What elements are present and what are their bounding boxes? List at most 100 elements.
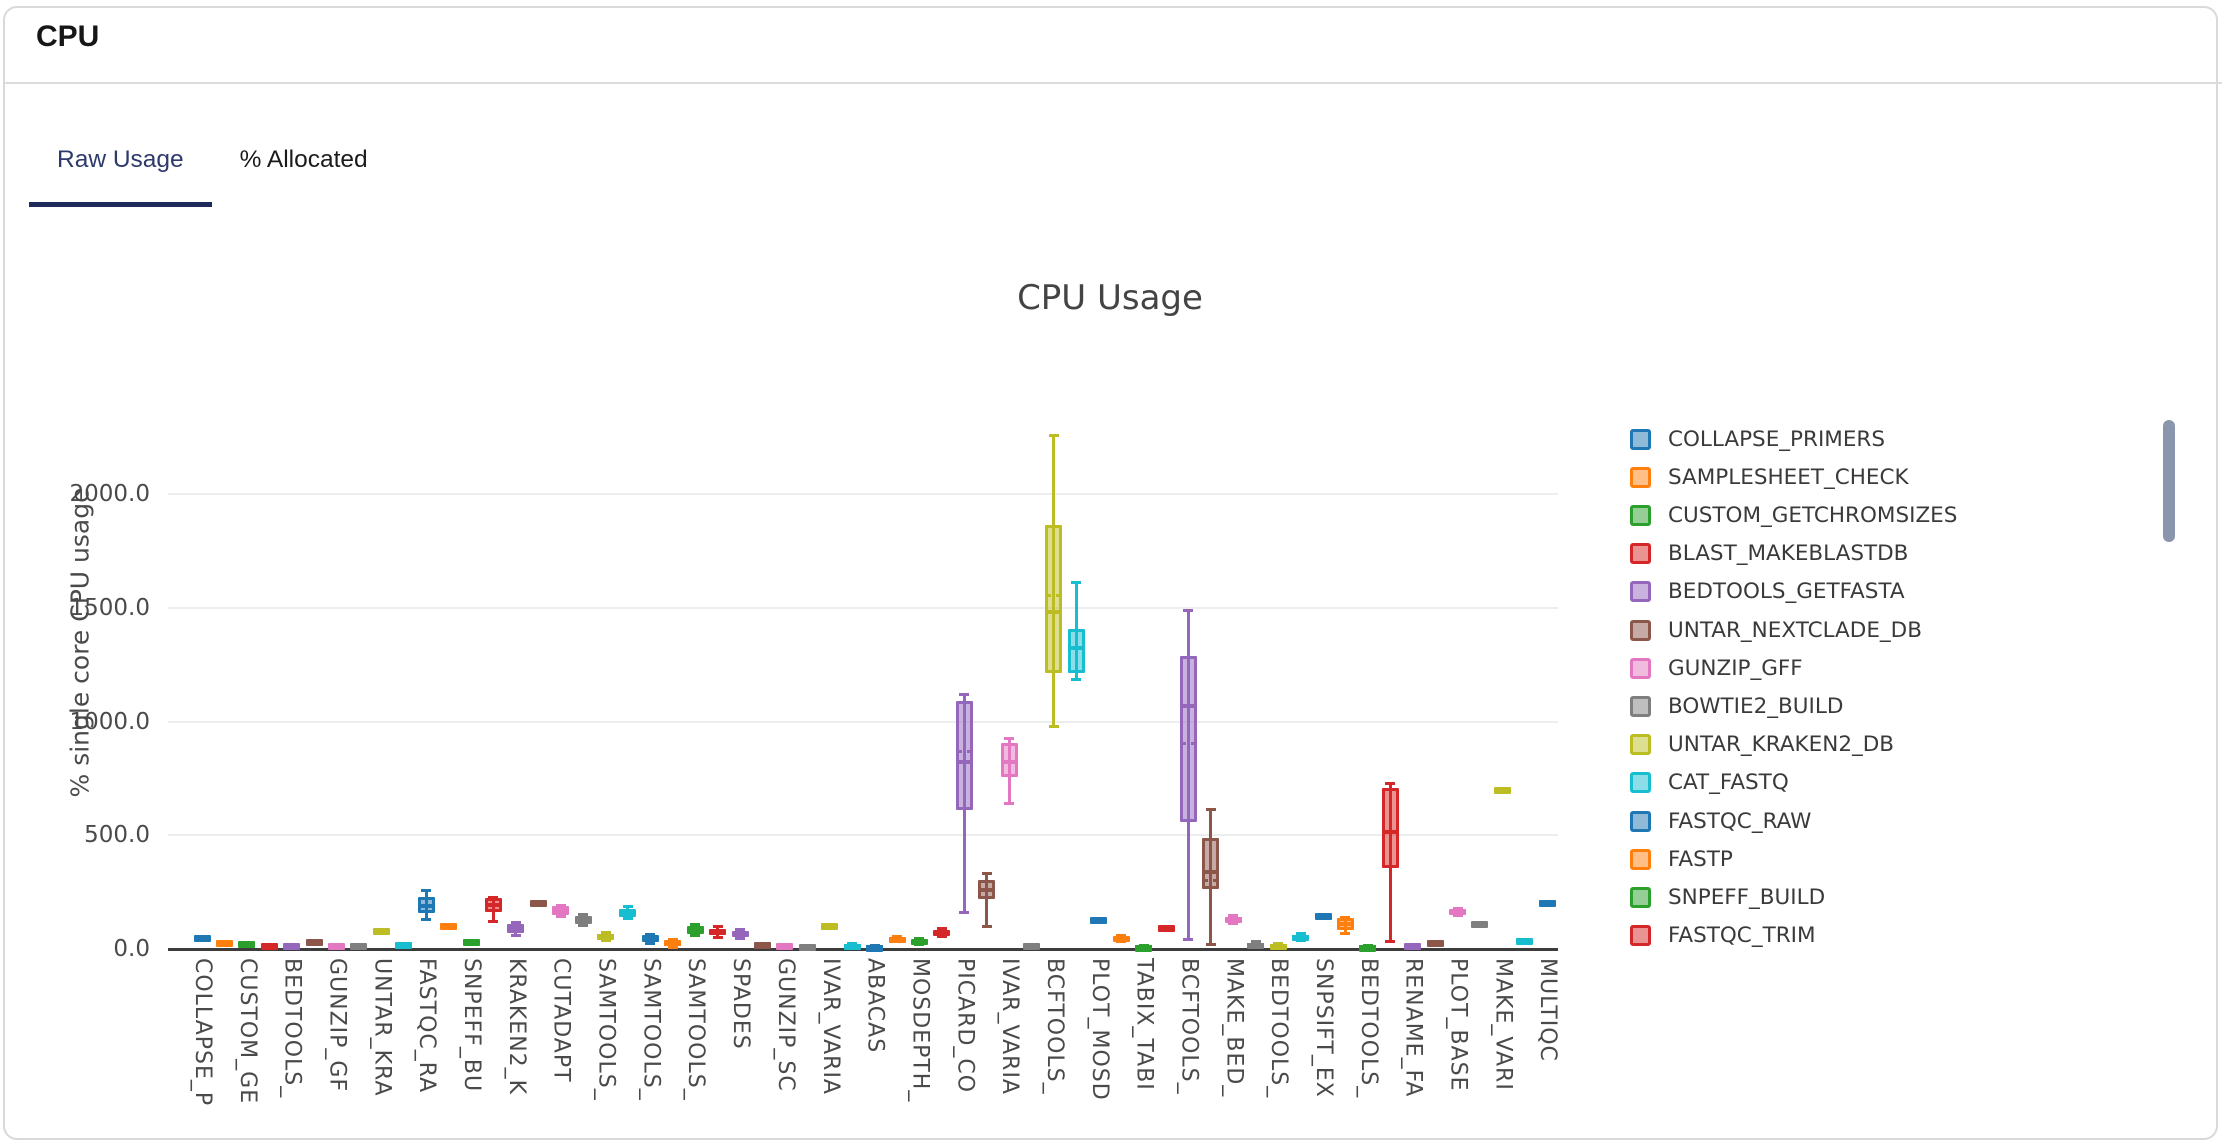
box-whisker [985,873,989,927]
legend-item-untar_nextclade_db[interactable]: UNTAR_NEXTCLADE_DB [1630,614,1922,646]
box-median [619,911,637,916]
x-tick-label: RENAME_FA [1400,958,1426,1098]
legend-item-gunzip_gff[interactable]: GUNZIP_GFF [1630,652,1803,684]
box-BLAST_MAKEBLASTDB [260,943,278,951]
box-category-40 [1067,629,1085,674]
y-tick-label: 2000.0 [69,481,150,507]
box-median [597,934,615,939]
box-category-28 [798,944,816,952]
whisker-cap-top [667,937,678,941]
whisker-cap-top [1273,941,1284,945]
box-median [1381,830,1399,835]
legend-item-bowtie2_build[interactable]: BOWTIE2_BUILD [1630,690,1843,722]
y-tick-label: 1500.0 [69,594,150,621]
box-median [686,927,704,932]
box-PLOT_MOSD [1090,917,1108,925]
x-tick-label: GUNZIP_GF [324,958,350,1093]
box-SAMPLESHEET_CHECK [215,940,233,948]
legend-item-blast_makeblastdb[interactable]: BLAST_MAKEBLASTDB [1630,538,1908,570]
gridline-1500 [168,606,1558,609]
box-median [955,760,973,765]
legend-item-cat_fastq[interactable]: CAT_FASTQ [1630,767,1789,799]
legend-color-swatch [1630,619,1651,641]
box-category-54 [1381,787,1399,868]
whisker-cap-bottom [936,934,947,938]
box-UNTAR_KRAKEN2_DB [372,927,390,935]
box-mean [1202,879,1220,883]
legend-item-bedtools_getfasta[interactable]: BEDTOOLS_GETFASTA [1630,576,1905,608]
legend-color-swatch [1630,848,1651,870]
tab-bar: Raw Usage % Allocated [29,146,396,207]
whisker-cap-top [421,889,432,893]
whisker-cap-top [914,937,925,941]
box-category-46 [1202,837,1220,890]
legend-item-fastp[interactable]: FASTP [1630,843,1733,875]
legend-scrollbar[interactable] [2163,420,2175,542]
x-tick-label: MOSDEPTH_ [907,958,933,1103]
legend-item-custom_getchromsizes[interactable]: CUSTOM_GETCHROMSIZES [1630,499,1957,531]
legend-item-snpeff_build[interactable]: SNPEFF_BUILD [1630,881,1825,913]
box-SNPEFF_BUILD [462,939,480,947]
whisker-cap-top [578,912,589,916]
legend-color-swatch [1630,886,1651,908]
legend-item-label: SNPEFF_BUILD [1668,884,1826,910]
legend-item-samplesheet_check[interactable]: SAMPLESHEET_CHECK [1630,461,1909,493]
legend-item-collapse_primers[interactable]: COLLAPSE_PRIMERS [1630,423,1885,455]
box-category-60 [1516,937,1534,945]
box-category-56 [1426,940,1444,948]
box-median [1202,869,1220,874]
panel-title: CPU [36,20,100,53]
box-BCFTOOLS_ [1045,524,1063,673]
whisker-cap-bottom [488,920,499,924]
whisker-cap-top [600,931,611,935]
box-median [574,917,592,922]
tab-percent-allocated[interactable]: % Allocated [239,146,368,173]
x-axis-line [168,948,1558,951]
header-divider [4,82,2222,84]
box-median [843,943,861,948]
whisker-cap-bottom [1183,938,1194,942]
x-tick-label: BCFTOOLS_ [1041,958,1067,1095]
whisker-cap-top [892,934,903,938]
whisker-cap-top [510,921,521,925]
x-tick-label: SAMTOOLS_ [593,958,619,1101]
whisker-cap-top [1116,934,1127,938]
whisker-cap-bottom [1004,801,1015,805]
box-UNTAR_NEXTCLADE_DB [305,939,323,947]
tab-raw-usage[interactable]: Raw Usage [29,146,212,207]
whisker-cap-bottom [510,933,521,937]
box-median [1045,610,1063,615]
whisker-cap-bottom [421,918,432,922]
legend-item-label: SAMPLESHEET_CHECK [1668,464,1909,490]
legend-item-fastqc_raw[interactable]: FASTQC_RAW [1630,805,1811,837]
whisker-cap-top [1340,915,1351,919]
x-tick-label: SNPSIFT_EX [1311,958,1336,1098]
box-median [1000,760,1018,765]
box-median [1269,944,1287,949]
x-tick-label: BEDTOOLS_ [1266,958,1292,1099]
x-tick-label: PLOT_BASE [1445,958,1471,1092]
legend-item-label: BLAST_MAKEBLASTDB [1668,541,1909,567]
whisker-cap-bottom [1340,932,1351,936]
whisker-cap-bottom [645,942,656,946]
legend-item-untar_kraken2_db[interactable]: UNTAR_KRAKEN2_DB [1630,729,1894,761]
x-tick-label: BCFTOOLS_ [1176,958,1202,1095]
box-IVAR_VARIA [1000,743,1018,778]
box-category-16 [529,900,547,908]
x-tick-label: MAKE_BED_ [1221,958,1247,1098]
legend-color-swatch [1630,810,1651,832]
legend-color-swatch [1630,466,1651,488]
whisker-cap-bottom [578,924,589,928]
legend-item-fastqc_trim[interactable]: FASTQC_TRIM [1630,920,1816,952]
box-median [664,941,682,946]
box-BCFTOOLS_ [1179,655,1197,822]
box-mean [955,749,973,753]
box-FASTP [440,922,458,930]
y-axis-title: % single core CPU usage [65,487,95,798]
x-tick-label: PLOT_MOSD [1086,958,1112,1101]
box-GUNZIP_GFF [328,943,346,951]
y-tick-label: 1000.0 [69,708,150,735]
legend-item-label: UNTAR_NEXTCLADE_DB [1668,617,1922,643]
whisker-cap-top [959,692,970,696]
x-tick-label: SAMTOOLS_ [683,958,709,1101]
